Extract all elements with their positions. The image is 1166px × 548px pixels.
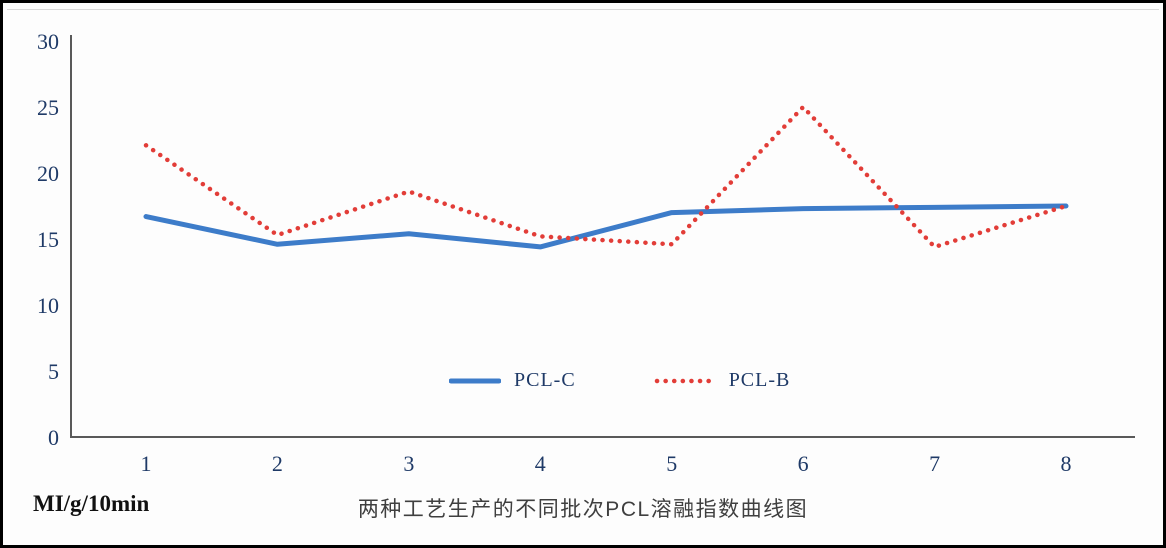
svg-text:3: 3 (403, 451, 414, 476)
divider (7, 9, 1159, 10)
svg-text:0: 0 (48, 425, 59, 450)
svg-text:10: 10 (37, 293, 59, 318)
svg-text:8: 8 (1061, 451, 1072, 476)
line-chart: 0 5 10 15 20 25 30 1 2 3 4 5 6 7 8 (37, 29, 1135, 476)
pcl-c-line-swatch-icon (449, 378, 501, 383)
svg-text:25: 25 (37, 95, 59, 120)
svg-text:4: 4 (535, 451, 546, 476)
legend: PCL-C PCL-B (449, 369, 790, 392)
y-axis-unit-label: MI/g/10min (33, 491, 150, 516)
svg-text:20: 20 (37, 161, 59, 186)
svg-text:30: 30 (37, 29, 59, 54)
legend-item-pcl-b: PCL-B (654, 369, 791, 392)
svg-text:6: 6 (798, 451, 809, 476)
svg-text:2: 2 (272, 451, 283, 476)
svg-text:1: 1 (141, 451, 152, 476)
legend-label-pcl-c: PCL-C (514, 369, 576, 391)
svg-text:15: 15 (37, 227, 59, 252)
legend-item-pcl-c: PCL-C (449, 369, 576, 392)
chart-title: 两种工艺生产的不同批次PCL溶融指数曲线图 (357, 498, 809, 521)
legend-label-pcl-b: PCL-B (728, 369, 791, 391)
svg-text:5: 5 (48, 359, 59, 384)
svg-text:7: 7 (929, 451, 940, 476)
svg-text:5: 5 (666, 451, 677, 476)
pcl-b-dotted-swatch-icon (654, 378, 715, 383)
